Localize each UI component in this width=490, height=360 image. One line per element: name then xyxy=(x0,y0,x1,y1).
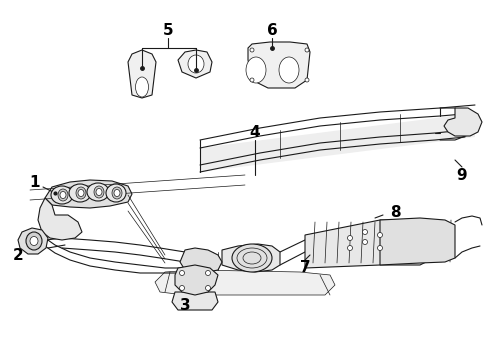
Ellipse shape xyxy=(246,57,266,83)
Ellipse shape xyxy=(78,189,84,197)
Text: 3: 3 xyxy=(180,297,190,312)
Ellipse shape xyxy=(205,285,211,291)
Ellipse shape xyxy=(363,239,368,244)
Ellipse shape xyxy=(250,48,254,52)
Ellipse shape xyxy=(58,189,68,201)
Ellipse shape xyxy=(205,270,211,275)
Polygon shape xyxy=(172,292,218,310)
Ellipse shape xyxy=(26,232,42,250)
Polygon shape xyxy=(38,198,82,240)
Ellipse shape xyxy=(179,270,185,275)
Ellipse shape xyxy=(112,187,122,199)
Polygon shape xyxy=(305,220,430,268)
Text: 8: 8 xyxy=(390,204,400,220)
Polygon shape xyxy=(180,248,222,272)
Polygon shape xyxy=(200,113,475,172)
Ellipse shape xyxy=(96,189,102,195)
Polygon shape xyxy=(248,42,310,88)
Ellipse shape xyxy=(30,237,38,246)
Ellipse shape xyxy=(114,189,120,197)
Text: 1: 1 xyxy=(30,175,40,189)
Ellipse shape xyxy=(279,57,299,83)
Polygon shape xyxy=(45,180,132,208)
Text: 7: 7 xyxy=(300,261,310,275)
Ellipse shape xyxy=(60,192,66,198)
Ellipse shape xyxy=(51,186,73,204)
Text: 9: 9 xyxy=(457,167,467,183)
Polygon shape xyxy=(128,50,156,98)
Ellipse shape xyxy=(69,184,91,202)
Ellipse shape xyxy=(363,230,368,234)
Ellipse shape xyxy=(347,246,352,251)
Text: 2: 2 xyxy=(13,248,24,262)
Polygon shape xyxy=(18,228,48,254)
Ellipse shape xyxy=(106,184,126,202)
Ellipse shape xyxy=(87,183,109,201)
Ellipse shape xyxy=(305,78,309,82)
Ellipse shape xyxy=(250,78,254,82)
Polygon shape xyxy=(178,50,212,78)
Ellipse shape xyxy=(232,244,272,272)
Ellipse shape xyxy=(94,186,104,198)
Polygon shape xyxy=(444,108,482,136)
Ellipse shape xyxy=(136,77,148,97)
Ellipse shape xyxy=(179,285,185,291)
Polygon shape xyxy=(222,244,280,272)
Ellipse shape xyxy=(305,48,309,52)
Text: 4: 4 xyxy=(250,125,260,140)
Ellipse shape xyxy=(377,233,383,238)
Text: 6: 6 xyxy=(267,23,277,37)
Text: 5: 5 xyxy=(163,23,173,37)
Polygon shape xyxy=(380,218,455,265)
Polygon shape xyxy=(175,265,218,295)
Ellipse shape xyxy=(76,187,86,199)
Ellipse shape xyxy=(188,55,204,73)
Ellipse shape xyxy=(347,235,352,240)
Ellipse shape xyxy=(377,246,383,251)
Polygon shape xyxy=(155,270,335,295)
